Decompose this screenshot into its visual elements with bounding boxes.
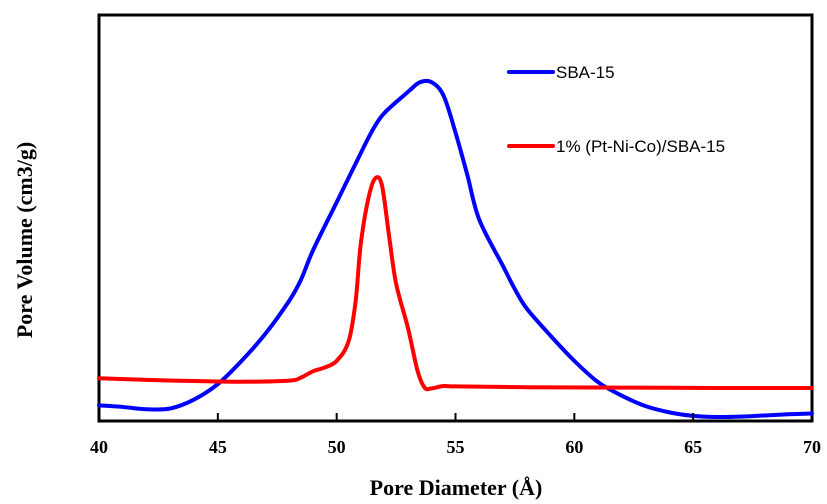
series-line-1 — [97, 78, 814, 420]
x-tick-label: 45 — [209, 437, 227, 457]
legend: SBA-15 1% (Pt-Ni-Co)/SBA-15 — [507, 63, 725, 156]
x-tick-label: 40 — [90, 437, 108, 457]
x-tick-label: 55 — [447, 437, 465, 457]
plot-frame — [97, 13, 814, 423]
x-axis-ticks: 40 45 50 55 60 65 70 — [90, 413, 821, 457]
legend-label-2: 1% (Pt-Ni-Co)/SBA-15 — [556, 137, 725, 156]
x-tick-label: 50 — [328, 437, 346, 457]
series-lines — [97, 78, 814, 420]
x-tick-label: 60 — [565, 437, 583, 457]
x-tick-label: 65 — [684, 437, 702, 457]
legend-label-1: SBA-15 — [556, 63, 615, 82]
series-line-2 — [97, 175, 814, 392]
y-axis-title: Pore Volume (cm3/g) — [12, 142, 37, 338]
x-tick-label: 70 — [803, 437, 821, 457]
x-axis-title: Pore Diameter (Å) — [370, 475, 543, 500]
plot-area — [97, 13, 814, 423]
